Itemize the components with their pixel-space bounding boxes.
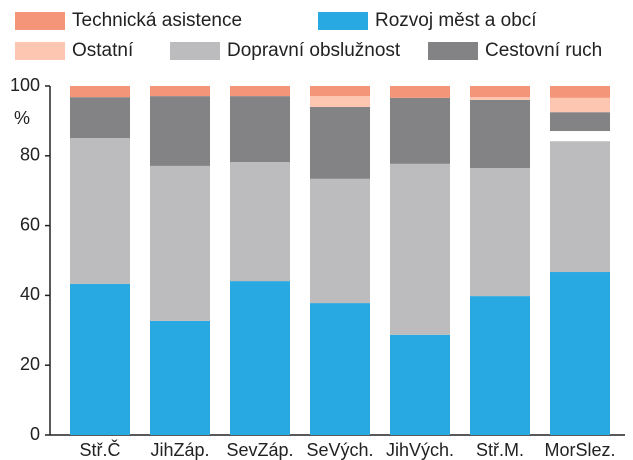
bar-segment	[470, 86, 530, 98]
bar-segment	[150, 320, 210, 435]
bar-segment	[470, 99, 530, 169]
y-tick-label: 40	[20, 284, 40, 304]
bar-segment	[550, 131, 610, 142]
x-tick-label: Stř.Č	[79, 439, 120, 460]
y-axis-label: %	[14, 108, 30, 128]
bar-segment	[230, 86, 290, 97]
x-tick-label: SeVých.	[306, 440, 373, 460]
bar-segment	[390, 97, 450, 164]
y-tick-label: 60	[20, 214, 40, 234]
bar-segment	[550, 86, 610, 98]
bar-segment	[230, 96, 290, 163]
bar-segment	[550, 272, 610, 435]
bar-segment	[470, 296, 530, 435]
bar-segment	[310, 86, 370, 97]
legend-swatch	[170, 42, 220, 60]
legend-label: Ostatní	[72, 40, 134, 61]
bar-segment	[70, 138, 130, 284]
bar-segment	[150, 96, 210, 166]
bar-segment	[550, 112, 610, 132]
x-tick-label: JihZáp.	[150, 440, 209, 460]
bar-segment	[390, 334, 450, 435]
bar-segment	[310, 303, 370, 435]
y-tick-label: 0	[30, 424, 40, 444]
bar-segment	[550, 141, 610, 273]
y-tick-label: 20	[20, 354, 40, 374]
legend-label: Cestovní ruch	[485, 40, 602, 61]
legend-label: Dopravní obslužnost	[227, 40, 401, 61]
x-tick-label: SevZáp.	[226, 440, 293, 460]
bar-segment	[70, 86, 130, 98]
bar-segment	[230, 281, 290, 435]
legend-label: Rozvoj měst a obcí	[375, 10, 537, 31]
legend-label: Technická asistence	[72, 10, 242, 31]
bar-segment	[230, 162, 290, 282]
bar-segment	[70, 283, 130, 435]
legend-swatch	[15, 12, 65, 30]
y-tick-label: 100	[10, 75, 40, 95]
bar-segment	[150, 86, 210, 97]
x-tick-label: Stř.M.	[476, 440, 524, 460]
bar-segment	[470, 97, 530, 100]
bar-segment	[70, 97, 130, 139]
bar-segment	[310, 96, 370, 107]
bar-segment	[390, 163, 450, 335]
x-tick-label: MorSlez.	[544, 440, 615, 460]
legend-swatch	[318, 12, 368, 30]
legend-swatch	[15, 42, 65, 60]
x-tick-label: JihVých.	[386, 440, 454, 460]
bar-segment	[310, 106, 370, 179]
legend-swatch	[428, 42, 478, 60]
bar-segment	[550, 97, 610, 113]
bar-segment	[390, 86, 450, 98]
bar-segment	[150, 165, 210, 321]
y-tick-label: 80	[20, 145, 40, 165]
bar-segment	[470, 168, 530, 297]
bar-segment	[310, 178, 370, 304]
